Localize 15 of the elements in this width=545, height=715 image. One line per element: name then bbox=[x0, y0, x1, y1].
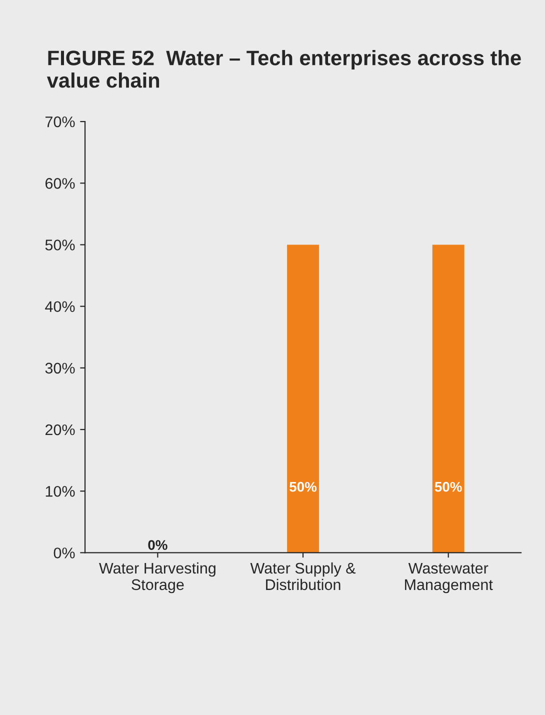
data-label: 50% bbox=[434, 482, 462, 492]
y-tick-label: 30% bbox=[45, 362, 75, 374]
y-tick-label: 0% bbox=[54, 548, 75, 558]
y-tick-label: 40% bbox=[45, 301, 75, 312]
chart-title: FIGURE 52 Water – Tech enterprises across the value chain bbox=[46, 50, 521, 88]
y-tick-label: 60% bbox=[45, 178, 75, 189]
data-label: 0% bbox=[148, 540, 168, 550]
y-tick-label: 10% bbox=[46, 486, 75, 497]
x-tick-label: Wastewater Management bbox=[405, 562, 493, 594]
y-tick-label: 70% bbox=[46, 116, 75, 128]
data-label: 50% bbox=[290, 482, 317, 492]
y-tick-label: 50% bbox=[45, 240, 75, 250]
x-tick-label: Water Supply & Distribution bbox=[250, 562, 356, 590]
y-tick-label: 20% bbox=[45, 424, 75, 436]
x-tick-label: Water Harvesting Storage bbox=[99, 562, 216, 594]
